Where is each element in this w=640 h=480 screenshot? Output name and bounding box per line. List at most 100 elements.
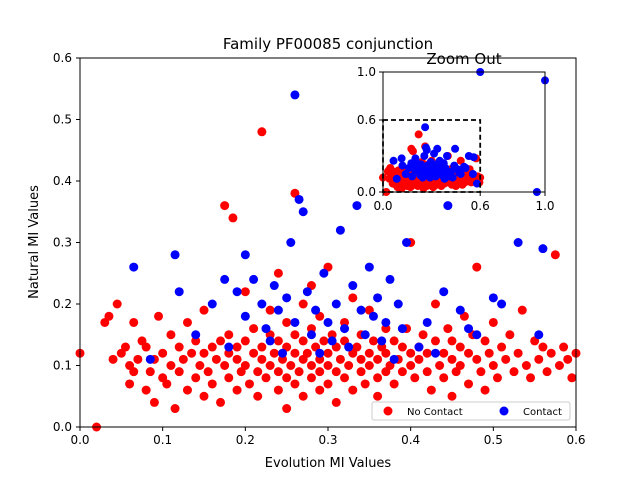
no-contact-point — [249, 348, 259, 358]
main-plot-marks — [75, 90, 581, 432]
contact-point — [360, 330, 370, 340]
no-contact-point — [472, 354, 482, 364]
no-contact-point — [286, 361, 296, 370]
legend-marker-contact — [499, 406, 509, 416]
contact-point — [348, 281, 358, 291]
inset-contact-point — [408, 172, 417, 181]
no-contact-point — [364, 348, 374, 358]
no-contact-point — [149, 397, 159, 407]
no-contact-point — [352, 342, 362, 352]
no-contact-point — [406, 361, 416, 370]
no-contact-point — [282, 404, 292, 414]
inset-contact-point — [420, 152, 429, 160]
contact-point — [430, 348, 440, 358]
no-contact-point — [257, 354, 267, 364]
no-contact-point — [567, 373, 577, 383]
inset-x-tick-label: 0.6 — [471, 199, 490, 213]
contact-point — [191, 330, 201, 340]
no-contact-point — [422, 367, 432, 377]
no-contact-point — [480, 385, 490, 395]
no-contact-point — [199, 348, 209, 358]
contact-point — [513, 238, 523, 247]
inset-contact-point — [401, 170, 410, 178]
no-contact-point — [340, 373, 350, 383]
inset-frame — [382, 71, 546, 193]
legend-marker-no-contact — [383, 406, 393, 416]
inset-contact-point — [451, 144, 460, 153]
contact-point — [207, 299, 217, 309]
no-contact-point — [546, 348, 556, 358]
no-contact-point — [302, 348, 312, 358]
y-tick-label: 0.4 — [53, 174, 72, 188]
no-contact-point — [162, 379, 172, 389]
no-contact-point — [418, 330, 428, 340]
contact-point — [422, 317, 432, 327]
x-tick-label: 0.4 — [401, 433, 420, 447]
no-contact-point — [484, 348, 494, 358]
contact-point — [402, 238, 412, 247]
contact-point — [488, 293, 498, 303]
main-x-ticks: 0.0 0.1 0.2 0.3 0.4 0.5 0.6 — [70, 427, 586, 447]
main-y-ticks: 0.0 0.1 0.2 0.3 0.4 0.5 0.6 — [53, 51, 80, 434]
no-contact-point — [488, 361, 498, 370]
no-contact-point — [348, 293, 358, 303]
contact-point — [269, 281, 279, 291]
no-contact-point — [129, 317, 139, 327]
inset-contact-point — [397, 154, 406, 163]
no-contact-point — [220, 361, 230, 370]
no-contact-point — [257, 127, 267, 137]
contact-point — [364, 262, 374, 272]
inset-contact-point — [421, 123, 430, 132]
inset-x-tick-label: 1.0 — [535, 199, 554, 213]
no-contact-point — [447, 354, 457, 364]
no-contact-point — [554, 361, 564, 370]
contact-point — [538, 244, 548, 254]
no-contact-point — [406, 348, 416, 358]
legend-box — [371, 401, 571, 421]
contact-point — [497, 299, 507, 309]
no-contact-point — [253, 391, 263, 401]
y-tick-label: 0.6 — [53, 51, 72, 65]
no-contact-point — [464, 348, 474, 358]
no-contact-point — [410, 373, 420, 383]
no-contact-point — [294, 367, 304, 377]
no-contact-point — [315, 354, 325, 364]
no-contact-point — [174, 342, 184, 352]
inset-contact-point — [461, 164, 470, 172]
contact-point — [393, 299, 403, 309]
no-contact-point — [368, 336, 378, 346]
inset-contact-point — [433, 144, 442, 153]
contact-point — [302, 287, 312, 297]
no-contact-point — [211, 354, 221, 364]
contact-point — [319, 268, 329, 278]
inset-contact-point — [442, 152, 451, 160]
legend-label-contact: Contact — [523, 407, 562, 418]
no-contact-point — [422, 348, 432, 358]
no-contact-point — [464, 379, 474, 389]
contact-point — [327, 336, 337, 346]
no-contact-point — [273, 385, 283, 395]
no-contact-point — [112, 299, 122, 309]
contact-point — [290, 317, 300, 327]
no-contact-point — [141, 385, 151, 395]
no-contact-point — [439, 373, 449, 383]
y-tick-label: 0.1 — [53, 359, 72, 373]
no-contact-point — [439, 348, 449, 358]
no-contact-point — [505, 330, 515, 340]
contact-point — [286, 238, 296, 247]
no-contact-point — [356, 354, 366, 364]
contact-point — [273, 305, 283, 315]
no-contact-point — [323, 348, 333, 358]
no-contact-point — [240, 361, 250, 370]
inset-contact-point — [418, 173, 427, 182]
inset-contact-point — [468, 170, 477, 178]
no-contact-point — [182, 317, 192, 327]
no-contact-point — [373, 373, 383, 383]
no-contact-point — [335, 354, 345, 364]
y-tick-label: 0.5 — [53, 113, 72, 127]
contact-point — [414, 342, 424, 352]
contact-point — [278, 348, 288, 358]
contact-point — [240, 311, 250, 321]
no-contact-point — [348, 385, 358, 395]
contact-point — [220, 274, 230, 284]
